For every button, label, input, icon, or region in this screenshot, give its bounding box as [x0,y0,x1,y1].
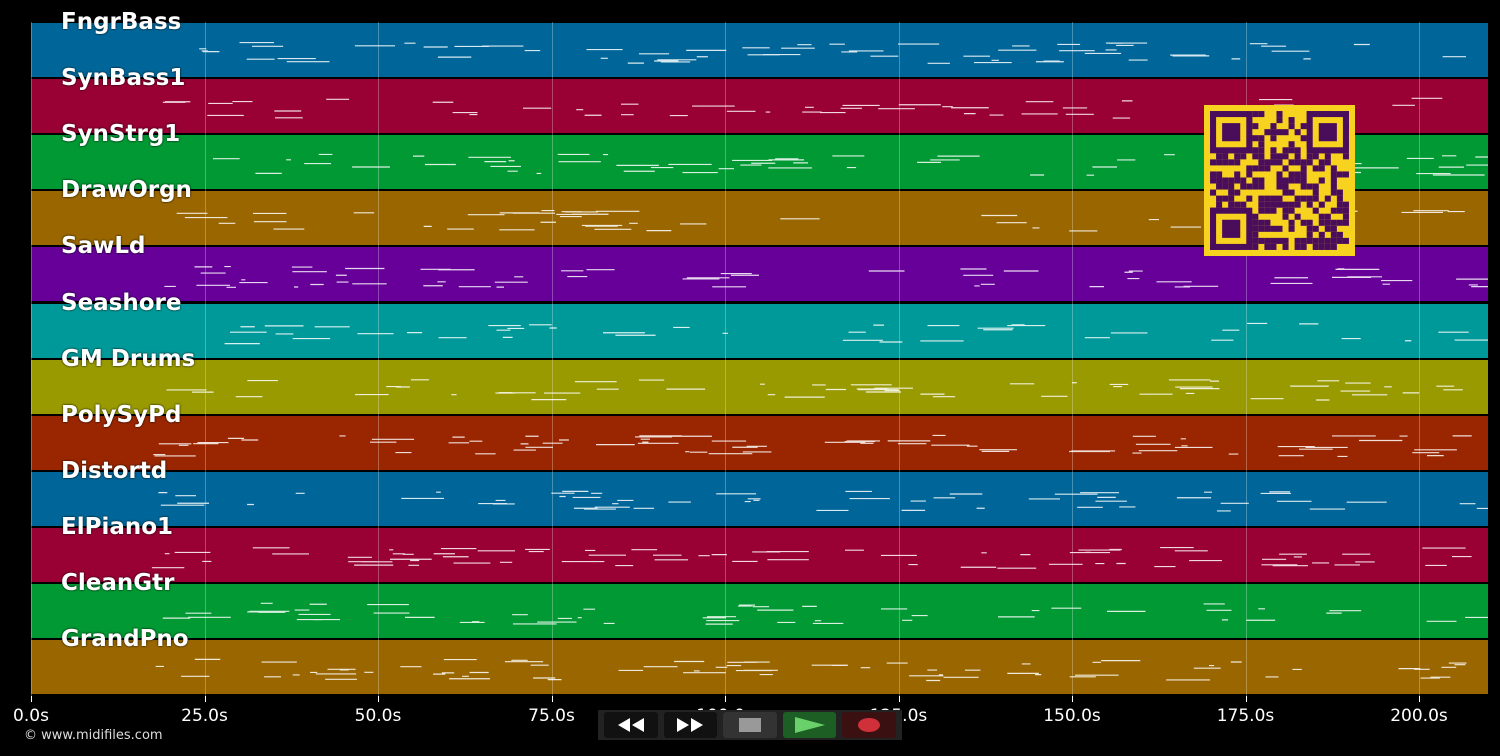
track-row[interactable]: Seashore [31,290,1488,359]
fast-forward-button[interactable] [663,712,718,738]
track-name-label: PolySyPd [61,401,182,428]
axis-tick-label: 200.0s [1390,706,1448,726]
rewind-icon [617,718,644,732]
track-name-label: Distortd [61,457,168,484]
track-name-label: Seashore [61,289,182,316]
rewind-button[interactable] [604,712,658,738]
stop-button[interactable] [723,712,777,738]
note-lane [199,41,1466,64]
note-lane [166,378,1463,401]
track-row[interactable]: CleanGtr [31,570,1488,640]
axis-tick-label: 0.0s [13,706,49,726]
axis-tick [1419,696,1420,702]
track-row[interactable]: GM Drums [31,346,1488,415]
record-button[interactable] [842,712,896,738]
track-name-label: DrawOrgn [61,177,192,204]
track-name-label: GM Drums [61,345,196,372]
track-name-label: FngrBass [61,9,182,35]
note-lane [158,490,1488,512]
transport-controls [598,710,902,740]
axis-tick-label: 75.0s [528,706,575,726]
track-name-label: SynStrg1 [61,121,181,148]
track-row[interactable]: GrandPno [31,626,1488,696]
track-name-label: SynBass1 [61,65,186,92]
note-lane [155,658,1467,682]
track-name-label: SawLd [61,233,146,260]
axis-tick-label: 50.0s [354,706,402,726]
note-lane [224,322,1488,344]
axis-tick [378,696,379,702]
play-icon [794,717,825,733]
fast-forward-icon [677,718,704,732]
play-button[interactable] [782,712,837,738]
credit-text: © www.midifiles.com [24,728,163,743]
track-name-label: CleanGtr [61,570,175,596]
note-lane [153,434,1472,457]
track-row[interactable]: ElPiano1 [31,514,1488,583]
axis-tick [1072,696,1073,702]
track-name-label: GrandPno [61,626,189,653]
axis-tick [31,696,32,702]
track-row[interactable]: PolySyPd [31,402,1488,471]
note-lane [164,266,1488,289]
record-icon [858,718,881,732]
axis-tick-label: 175.0s [1216,706,1275,726]
axis-tick [725,696,726,702]
axis-tick-label: 150.0s [1043,706,1101,726]
axis-tick [204,696,206,702]
track-row[interactable]: Distortd [31,458,1488,527]
axis-tick [898,696,900,702]
track-row[interactable]: FngrBass [31,9,1488,79]
qr-code-icon [1204,105,1355,256]
stop-icon [738,718,761,732]
track-name-label: ElPiano1 [61,513,174,540]
note-lane [151,546,1472,569]
axis-tick [1245,696,1247,702]
axis-tick [551,696,553,702]
axis-tick-label: 25.0s [181,706,228,726]
note-lane [162,602,1488,625]
